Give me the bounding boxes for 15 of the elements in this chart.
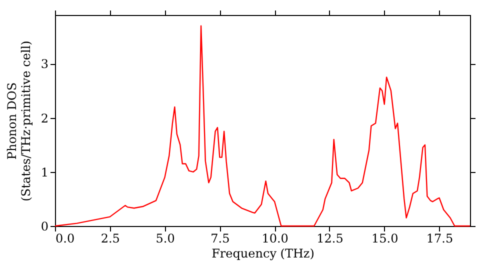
x-axis-title: Frequency (THz) bbox=[212, 246, 314, 260]
x-tick-label: 5.0 bbox=[156, 232, 175, 246]
y-tick-label: 0 bbox=[40, 220, 48, 234]
x-tick-label: 17.5 bbox=[426, 232, 454, 246]
x-tick-label: 7.5 bbox=[210, 232, 230, 246]
x-tick-label: 0.0 bbox=[56, 232, 75, 246]
x-tick-label: 15.0 bbox=[372, 232, 398, 246]
line-series bbox=[54, 25, 471, 227]
x-tick-label: 12.5 bbox=[316, 232, 344, 246]
y-tick-label: 2 bbox=[40, 111, 48, 126]
y-tick-label: 3 bbox=[40, 57, 48, 72]
y-axis-title: Phonon DOS (States/THz·primitive cell) bbox=[4, 40, 33, 202]
x-tick-label: 10.0 bbox=[262, 232, 288, 246]
y-tick-label: 1 bbox=[40, 165, 48, 180]
x-tick-label: 2.5 bbox=[100, 232, 120, 246]
